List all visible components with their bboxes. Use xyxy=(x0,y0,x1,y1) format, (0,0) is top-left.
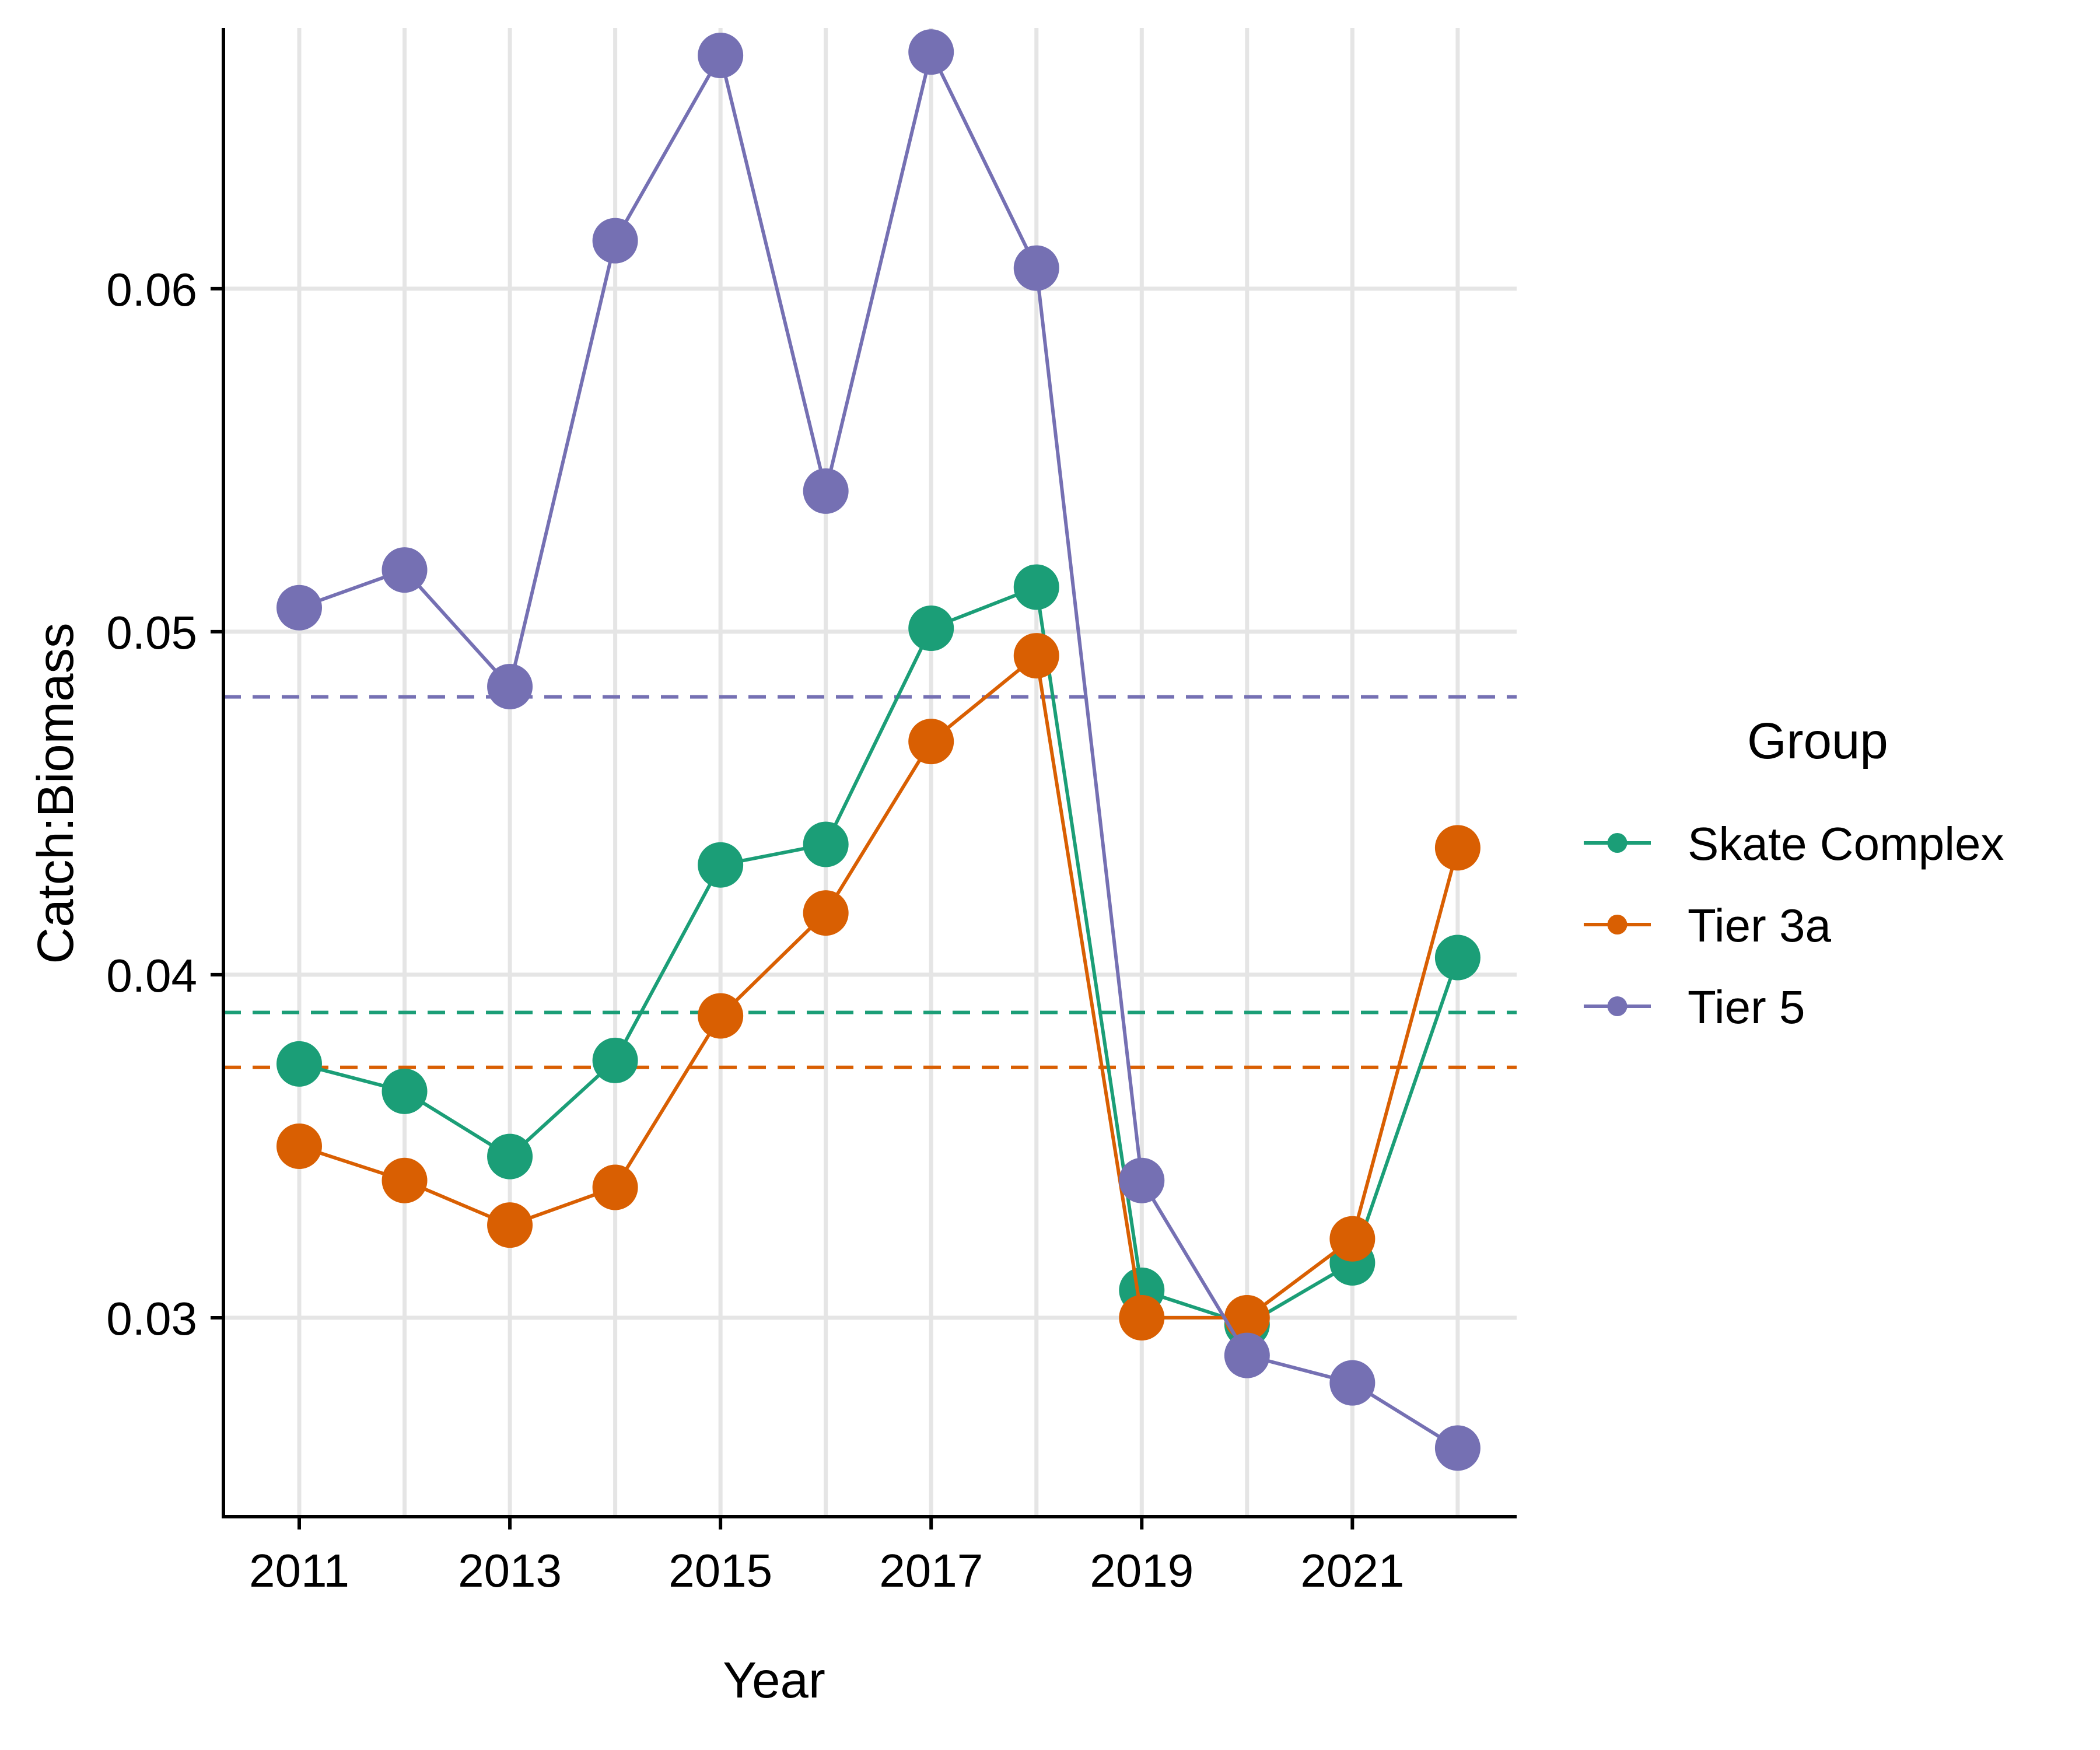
data-point xyxy=(803,468,849,514)
data-point xyxy=(1013,245,1059,291)
legend-label: Tier 3a xyxy=(1688,900,1832,951)
data-point xyxy=(382,1068,428,1114)
data-point xyxy=(592,1037,638,1083)
data-point xyxy=(1119,1157,1165,1203)
data-point xyxy=(803,821,849,867)
data-point xyxy=(487,1133,533,1180)
x-tick-label: 2013 xyxy=(458,1545,562,1597)
data-point xyxy=(487,1202,533,1248)
data-point xyxy=(487,663,533,709)
tick-labels: 2011 2013 2015 2017 2019 2021 0.03 0.04 0.05 0.06 xyxy=(106,264,1404,1597)
x-tick-label: 2011 xyxy=(249,1545,349,1597)
data-point xyxy=(1329,1360,1376,1406)
data-point xyxy=(1013,564,1059,610)
y-tick-label: 0.04 xyxy=(106,950,197,1002)
x-axis-title: Year xyxy=(723,1652,825,1709)
data-point xyxy=(1329,1216,1376,1262)
legend-item-1: Skate Complex xyxy=(1584,818,2004,870)
data-point xyxy=(276,584,322,631)
data-point xyxy=(1434,825,1480,871)
data-point xyxy=(592,1164,638,1210)
data-point xyxy=(592,218,638,264)
series-3 xyxy=(276,29,1480,1471)
data-point xyxy=(698,33,744,79)
data-point xyxy=(382,547,428,593)
data-point xyxy=(276,1123,322,1169)
y-tick-label: 0.03 xyxy=(106,1293,197,1345)
y-axis-title: Catch:Biomass xyxy=(27,622,84,964)
legend-key-point xyxy=(1607,996,1628,1016)
legend-key-point xyxy=(1607,833,1628,853)
x-tick-label: 2015 xyxy=(668,1545,772,1597)
legend-items: Skate Complex Tier 3a Tier 5 xyxy=(1584,818,2004,1033)
data-point xyxy=(1013,633,1059,679)
x-tick-label: 2019 xyxy=(1090,1545,1194,1597)
data-point xyxy=(908,29,954,75)
data-point xyxy=(803,890,849,936)
data-point xyxy=(1224,1294,1270,1340)
legend-key-point xyxy=(1607,915,1628,935)
legend: Group Skate Complex Tier 3a Tier 5 xyxy=(1584,713,2004,1033)
legend-item-3: Tier 5 xyxy=(1584,981,1805,1033)
series-2 xyxy=(276,633,1480,1340)
axes xyxy=(211,28,1517,1530)
legend-title: Group xyxy=(1747,713,1888,769)
data-point xyxy=(1434,1425,1480,1471)
reference-lines xyxy=(223,695,1517,1069)
data-series xyxy=(276,29,1480,1471)
y-tick-label: 0.05 xyxy=(106,607,197,659)
data-point xyxy=(698,842,744,888)
x-tick-label: 2017 xyxy=(879,1545,983,1597)
data-point xyxy=(1434,935,1480,981)
y-tick-label: 0.06 xyxy=(106,264,197,316)
data-point xyxy=(908,606,954,652)
data-point xyxy=(382,1157,428,1203)
data-point xyxy=(698,993,744,1039)
data-point xyxy=(276,1041,322,1087)
x-tick-label: 2021 xyxy=(1300,1545,1404,1597)
legend-item-2: Tier 3a xyxy=(1584,900,1832,951)
data-point xyxy=(908,719,954,765)
data-point xyxy=(1119,1294,1165,1340)
legend-label: Tier 5 xyxy=(1688,981,1805,1033)
data-point xyxy=(1224,1332,1270,1378)
legend-label: Skate Complex xyxy=(1688,818,2004,870)
